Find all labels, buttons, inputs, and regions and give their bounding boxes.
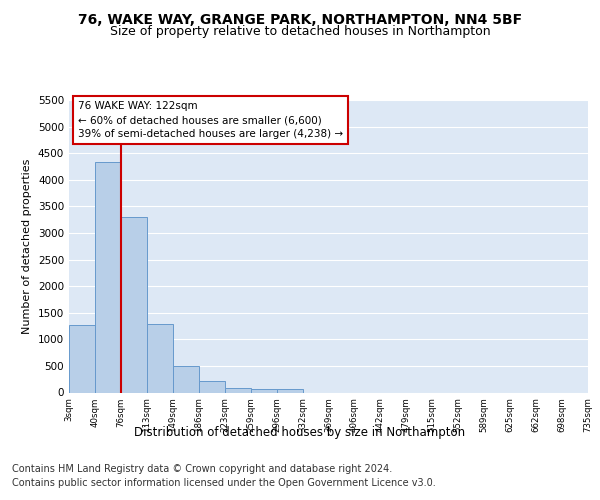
Bar [173,366,199,392]
Bar [251,388,277,392]
Bar [69,325,95,392]
Bar [147,324,173,392]
Text: Contains public sector information licensed under the Open Government Licence v3: Contains public sector information licen… [12,478,436,488]
Bar [277,390,302,392]
Bar [95,162,121,392]
Text: 76 WAKE WAY: 122sqm
← 60% of detached houses are smaller (6,600)
39% of semi-det: 76 WAKE WAY: 122sqm ← 60% of detached ho… [78,101,343,139]
Text: Distribution of detached houses by size in Northampton: Distribution of detached houses by size … [134,426,466,439]
Bar [225,388,251,392]
Text: 76, WAKE WAY, GRANGE PARK, NORTHAMPTON, NN4 5BF: 76, WAKE WAY, GRANGE PARK, NORTHAMPTON, … [78,12,522,26]
Text: Size of property relative to detached houses in Northampton: Size of property relative to detached ho… [110,25,490,38]
Text: Contains HM Land Registry data © Crown copyright and database right 2024.: Contains HM Land Registry data © Crown c… [12,464,392,474]
Bar [199,382,224,392]
Y-axis label: Number of detached properties: Number of detached properties [22,158,32,334]
Bar [121,217,147,392]
